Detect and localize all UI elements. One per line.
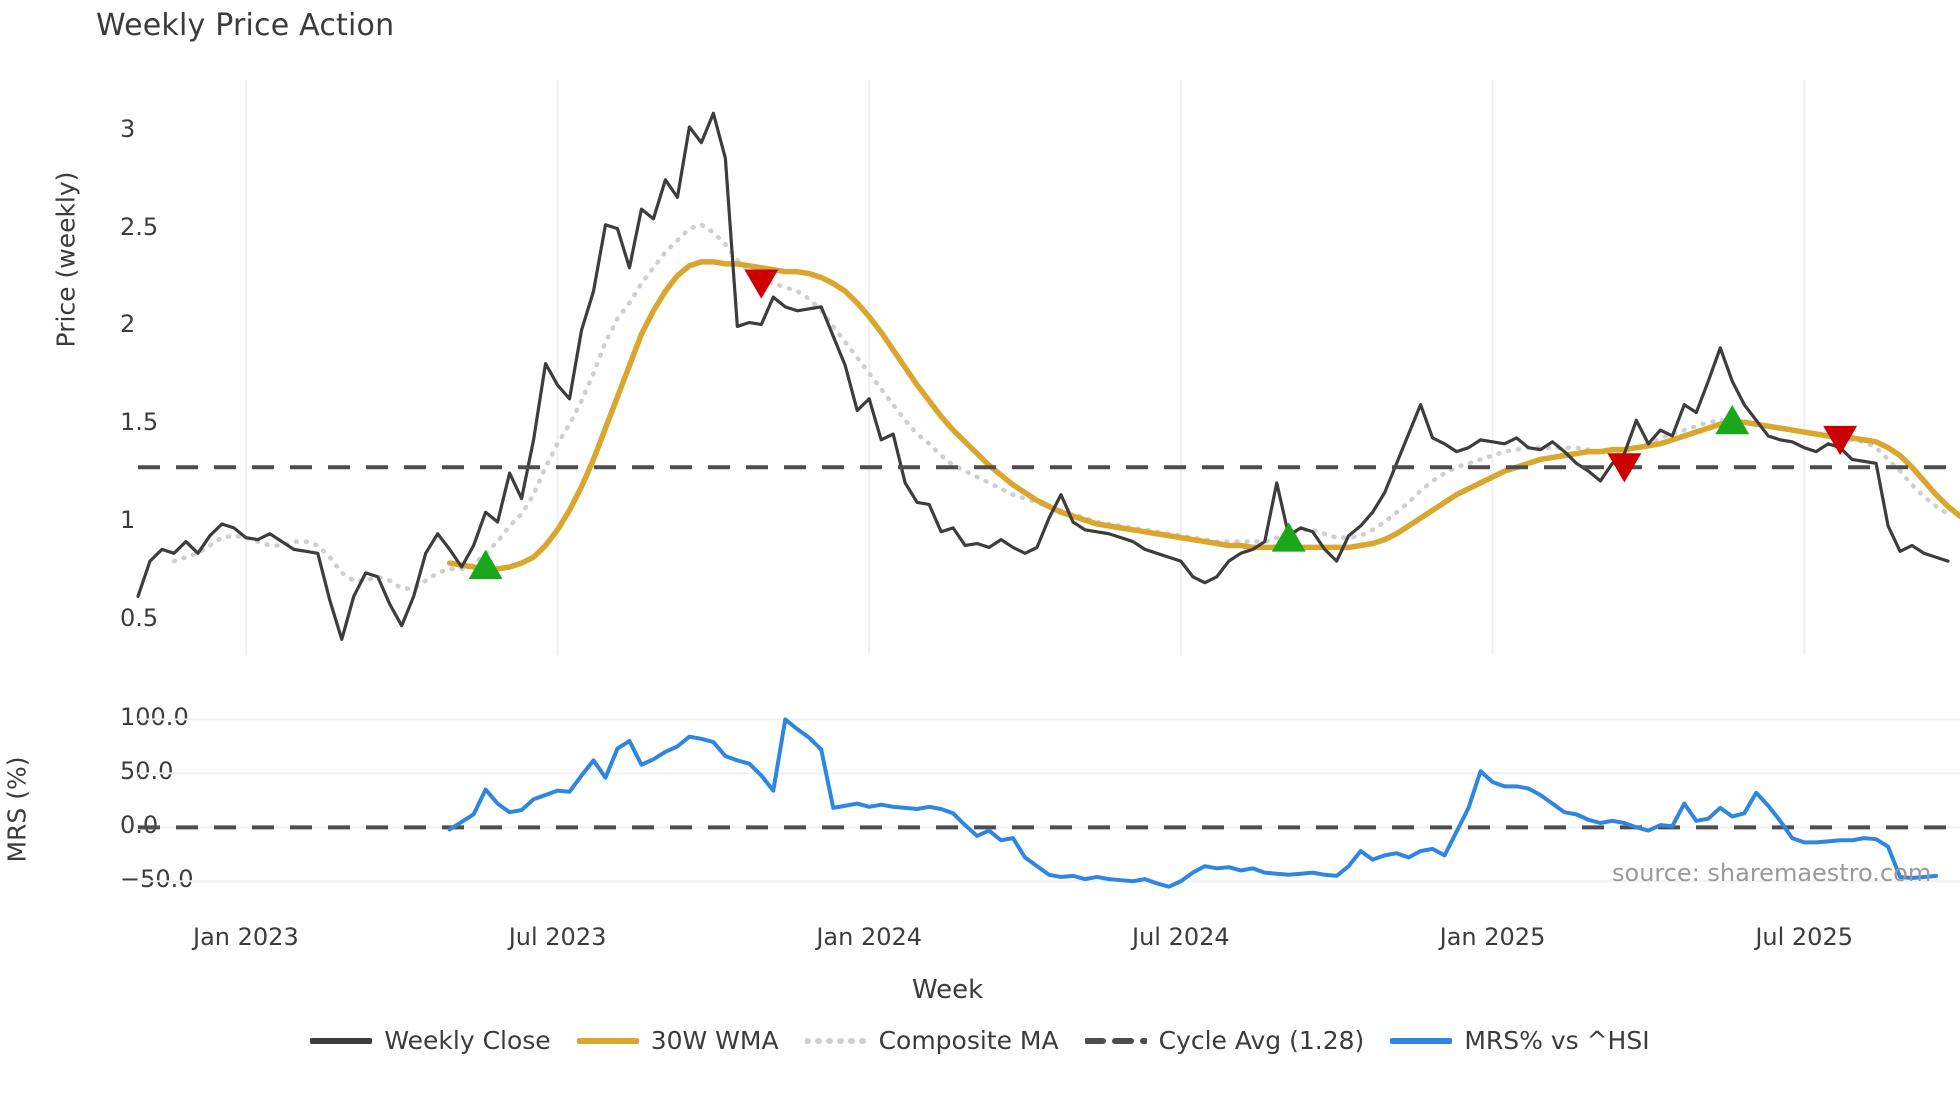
plot-area: [136, 80, 1960, 889]
page-title: Weekly Price Action: [96, 8, 395, 43]
x-tick: Jul 2024: [1132, 923, 1230, 951]
buy-signal-marker: [468, 549, 503, 579]
series-30w-wma: [446, 259, 1960, 572]
sell-signal-marker: [744, 269, 779, 299]
buy-signal-marker: [1271, 522, 1306, 552]
sell-signal-marker: [1823, 425, 1858, 456]
legend-label: Weekly Close: [384, 1026, 551, 1055]
legend-swatch-solid-icon: [1390, 1037, 1453, 1044]
legend-label: 30W WMA: [650, 1026, 779, 1055]
legend-item[interactable]: Cycle Avg (1.28): [1084, 1026, 1365, 1055]
source-watermark: source: sharemaestro.com: [1612, 859, 1932, 887]
x-tick: Jan 2023: [193, 923, 299, 951]
legend-item[interactable]: 30W WMA: [576, 1026, 779, 1055]
legend-label: MRS% vs ^HSI: [1464, 1026, 1650, 1055]
legend-swatch-dotted-icon: [804, 1037, 867, 1044]
legend-swatch-solid-icon: [310, 1037, 373, 1044]
legend-item[interactable]: Weekly Close: [310, 1026, 551, 1055]
x-tick: Jul 2023: [508, 923, 607, 951]
series-weekly-close: [136, 111, 1950, 641]
chart-legend: Weekly Close 30W WMA Composite MA Cycle Avg…: [0, 1026, 1960, 1055]
legend-item[interactable]: Composite MA: [804, 1026, 1059, 1055]
x-tick: Jul 2025: [1755, 923, 1853, 951]
legend-swatch-dashed-icon: [1084, 1037, 1147, 1044]
x-tick: Jan 2024: [816, 923, 923, 951]
legend-label: Composite MA: [878, 1026, 1059, 1055]
x-tick: Jan 2025: [1439, 923, 1546, 951]
series-mrs: [447, 717, 1939, 889]
x-axis-label: Week: [912, 975, 984, 1005]
buy-signal-marker: [1715, 405, 1750, 435]
legend-item[interactable]: MRS% vs ^HSI: [1390, 1026, 1650, 1055]
legend-label: Cycle Avg (1.28): [1158, 1026, 1365, 1055]
legend-swatch-solid-icon: [576, 1037, 639, 1044]
sell-signal-marker: [1607, 453, 1642, 483]
